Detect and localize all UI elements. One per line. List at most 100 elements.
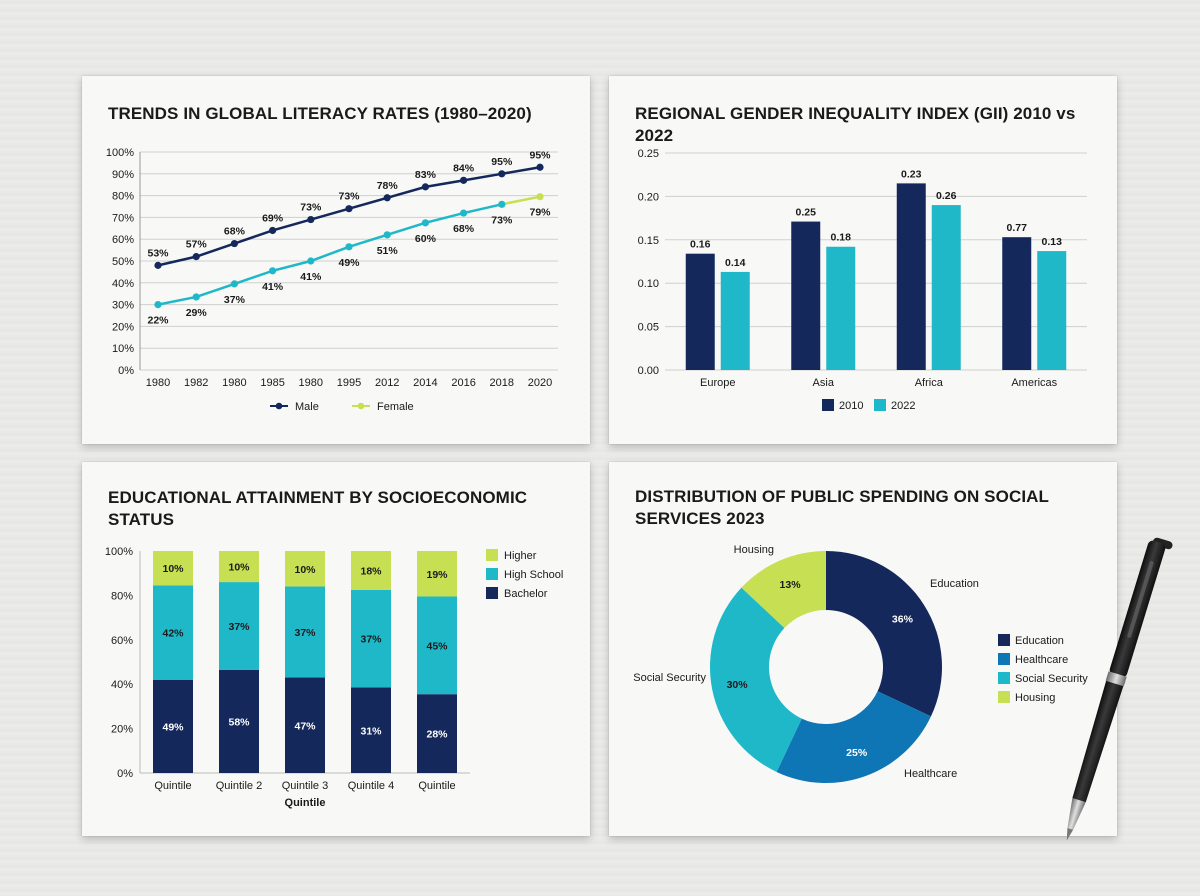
data-label: 22% xyxy=(147,315,169,327)
gii-bar-chart: 0.00 0.05 0.10 0.15 0.20 0.25 0.16 0.14 Europe 0.… xyxy=(638,148,1087,412)
data-label: 42% xyxy=(162,628,184,640)
data-label: 45% xyxy=(426,640,448,652)
bar-2022 xyxy=(720,271,750,370)
data-point xyxy=(192,293,200,301)
data-point xyxy=(307,215,315,224)
data-label: 49% xyxy=(162,721,184,733)
x-tick-label: 2012 xyxy=(375,377,399,389)
y-tick-label: 10% xyxy=(112,343,134,355)
bar-segment-bachelor xyxy=(219,669,259,773)
legend-swatch xyxy=(822,399,834,411)
bar-segment-higher xyxy=(219,551,259,583)
data-point xyxy=(460,176,468,184)
x-tick-label: 1982 xyxy=(184,377,208,389)
data-point xyxy=(536,163,544,171)
y-tick-label: 0% xyxy=(118,365,134,377)
data-point xyxy=(269,226,277,235)
data-label: 18% xyxy=(360,565,382,577)
data-label: 0.25 xyxy=(796,207,817,219)
education-chart-card: EDUCATIONAL ATTAINMENT BY SOCIOECONOMIC … xyxy=(82,462,590,836)
bar-2010 xyxy=(685,253,715,370)
x-tick-label: Quintile 4 xyxy=(348,780,394,792)
data-point xyxy=(498,200,506,208)
y-tick-label: 0.25 xyxy=(638,148,659,160)
donut-slice-housing xyxy=(741,551,826,628)
y-tick-label: 50% xyxy=(112,256,134,268)
bar-2010 xyxy=(1002,237,1032,370)
education-stacked-bar-chart: 0% 20% 40% 60% 80% 100% 49% 42% 10% Quintile 58% 37… xyxy=(105,546,563,809)
bar-2022 xyxy=(931,205,961,370)
data-point xyxy=(345,205,353,213)
data-label: 0.26 xyxy=(936,190,957,202)
data-label: 29% xyxy=(186,307,208,319)
series-line-female xyxy=(157,203,503,306)
legend-swatch xyxy=(486,549,498,561)
x-tick-label: 1980 xyxy=(146,377,170,389)
bar-segment-higher xyxy=(351,551,391,590)
y-tick-label: 20% xyxy=(112,321,134,333)
data-label: 47% xyxy=(294,720,316,732)
legend-label: Female xyxy=(377,401,414,413)
legend-label: Bachelor xyxy=(504,588,548,600)
bar-2022 xyxy=(1037,251,1067,370)
data-label: 69% xyxy=(262,212,284,224)
data-point xyxy=(383,231,391,239)
y-tick-label: 0.20 xyxy=(638,191,659,203)
legend-swatch xyxy=(874,399,886,411)
y-tick-label: 0.10 xyxy=(638,278,659,290)
data-label: 84% xyxy=(453,162,475,174)
data-label: 30% xyxy=(727,679,749,691)
gii-chart-title: REGIONAL GENDER INEQUALITY INDEX (GII) 2… xyxy=(635,104,1076,145)
data-label: 0.14 xyxy=(725,257,746,269)
legend-label: Education xyxy=(1015,635,1064,647)
bar-segment-high-school xyxy=(351,589,391,688)
literacy-chart-title: TRENDS IN GLOBAL LITERACY RATES (1980–20… xyxy=(108,104,532,123)
y-tick-label: 60% xyxy=(112,234,134,246)
bar-2010 xyxy=(896,183,926,370)
legend-label: Higher xyxy=(504,550,537,562)
x-tick-label: 2014 xyxy=(413,377,437,389)
slice-name-label: Housing xyxy=(734,544,774,556)
data-label: 13% xyxy=(780,579,802,591)
y-tick-label: 30% xyxy=(112,300,134,312)
data-label: 0.77 xyxy=(1007,222,1028,234)
spending-chart-title: DISTRIBUTION OF PUBLIC SPENDING ON SOCIA… xyxy=(635,487,1049,528)
bar-segment-high-school xyxy=(219,582,259,670)
donut-slice-education xyxy=(826,551,942,717)
y-tick-label: 40% xyxy=(111,679,133,691)
legend-swatch xyxy=(998,672,1010,684)
slice-name-label: Healthcare xyxy=(904,768,957,780)
data-label: 79% xyxy=(529,207,551,219)
y-tick-label: 90% xyxy=(112,169,134,181)
x-tick-label: 1980 xyxy=(299,377,323,389)
legend-label: Housing xyxy=(1015,692,1055,704)
bar-segment-bachelor xyxy=(417,694,457,773)
x-tick-label: 1995 xyxy=(337,377,361,389)
data-point xyxy=(421,183,429,191)
data-label: 78% xyxy=(377,180,399,192)
legend-swatch xyxy=(998,691,1010,703)
data-label: 10% xyxy=(162,563,184,575)
x-axis-label: Quintile xyxy=(285,797,326,809)
x-tick-label: 1980 xyxy=(222,377,246,389)
x-tick-label: 1985 xyxy=(260,377,284,389)
data-label: 37% xyxy=(360,634,382,646)
data-label: 95% xyxy=(491,156,513,168)
data-label: 53% xyxy=(147,247,169,259)
series-line-male xyxy=(157,166,541,267)
bar-segment-bachelor xyxy=(351,687,391,773)
gii-chart-card: REGIONAL GENDER INEQUALITY INDEX (GII) 2… xyxy=(609,76,1117,444)
legend-label: 2022 xyxy=(891,400,915,412)
y-tick-label: 80% xyxy=(111,590,133,602)
y-tick-label: 80% xyxy=(112,191,134,203)
bar-segment-higher xyxy=(153,551,193,586)
data-point xyxy=(345,243,353,251)
legend-label: Male xyxy=(295,401,319,413)
y-tick-label: 0.00 xyxy=(638,365,659,377)
data-label: 73% xyxy=(338,191,360,203)
legend-swatch xyxy=(998,653,1010,665)
bar-segment-higher xyxy=(285,551,325,587)
bar-segment-higher xyxy=(417,551,457,597)
legend-label: High School xyxy=(504,569,563,581)
data-label: 37% xyxy=(294,627,316,639)
